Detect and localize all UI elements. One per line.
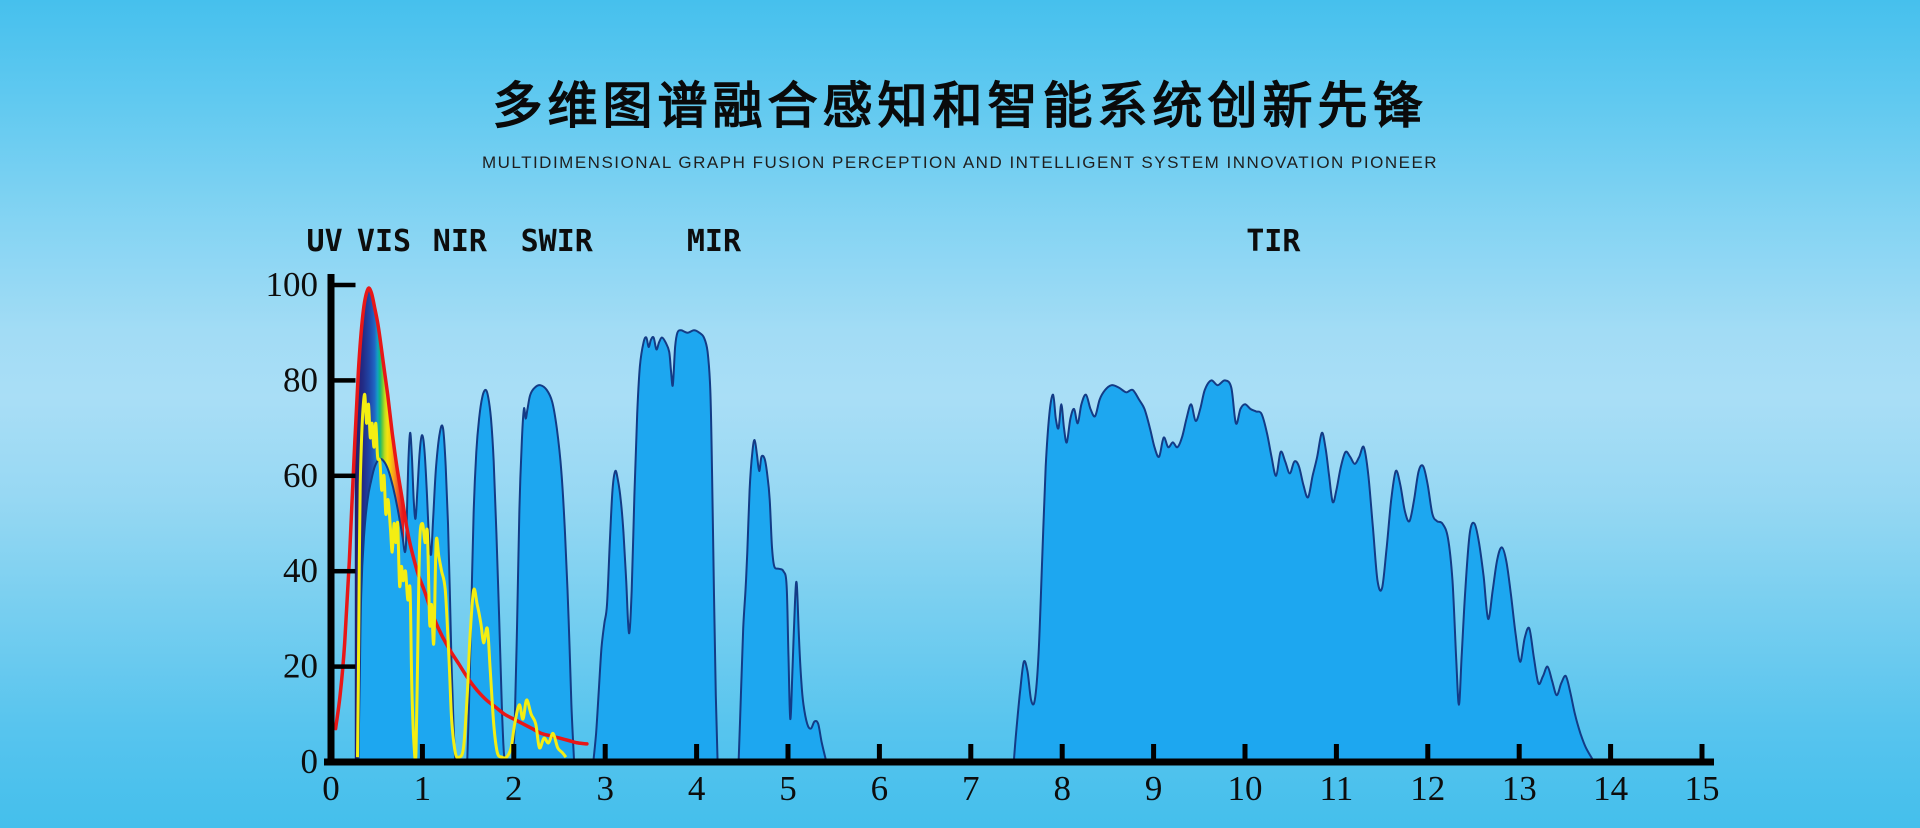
- y-tick-label: 20: [283, 647, 318, 686]
- y-tick-label: 0: [301, 742, 319, 781]
- y-tick-label: 100: [266, 265, 319, 304]
- x-tick: [694, 744, 700, 759]
- y-tick: [334, 282, 356, 288]
- x-tick-label: 12: [1410, 769, 1445, 808]
- band-label-tir: TIR: [1246, 224, 1301, 259]
- x-tick: [1608, 744, 1614, 759]
- y-tick: [334, 378, 356, 383]
- x-tick-label: 15: [1685, 769, 1720, 808]
- y-tick: [334, 568, 356, 574]
- x-tick-label: 3: [596, 769, 614, 808]
- x-tick-label: 10: [1228, 769, 1263, 808]
- y-tick-label: 60: [283, 456, 318, 495]
- x-tick-label: 11: [1320, 769, 1354, 808]
- x-axis: [324, 758, 1714, 766]
- y-tick: [334, 473, 356, 479]
- band-label-swir: SWIR: [521, 224, 594, 259]
- atmospheric-window-3: [511, 384, 576, 763]
- x-tick: [602, 744, 608, 759]
- x-tick: [1151, 744, 1157, 759]
- x-tick-label: 13: [1502, 769, 1537, 808]
- x-tick: [1425, 744, 1431, 759]
- x-tick-label: 6: [871, 769, 889, 808]
- x-tick: [876, 744, 882, 759]
- x-tick-label: 9: [1145, 769, 1163, 808]
- band-label-vis: VIS: [357, 224, 411, 259]
- atmospheric-window-5: [737, 438, 828, 763]
- x-tick: [1516, 744, 1522, 759]
- x-tick-label: 1: [414, 769, 432, 808]
- x-tick: [1699, 744, 1705, 759]
- x-tick: [968, 744, 974, 759]
- atmospheric-window-4: [592, 329, 719, 763]
- page-subtitle: MULTIDIMENSIONAL GRAPH FUSION PERCEPTION…: [481, 153, 1439, 172]
- x-tick: [419, 744, 425, 759]
- x-tick: [1333, 744, 1339, 759]
- x-tick: [1059, 744, 1065, 759]
- x-tick-label: 8: [1053, 769, 1071, 808]
- page-title: 多维图谱融合感知和智能系统创新先锋: [492, 77, 1428, 135]
- x-tick-label: 4: [688, 769, 706, 808]
- x-tick: [1242, 744, 1248, 759]
- band-label-nir: NIR: [433, 224, 488, 259]
- x-tick: [328, 744, 334, 759]
- y-axis: [327, 274, 335, 766]
- x-tick-label: 14: [1593, 769, 1628, 808]
- x-tick-label: 0: [322, 769, 340, 808]
- x-tick-label: 2: [505, 769, 523, 808]
- x-tick: [785, 744, 791, 759]
- y-tick-label: 40: [283, 551, 318, 590]
- atmospheric-window-2: [466, 388, 506, 763]
- atmospheric-window-6: [1012, 379, 1596, 763]
- y-tick: [334, 664, 356, 669]
- x-tick-label: 7: [962, 769, 980, 808]
- x-tick: [511, 744, 517, 759]
- y-tick-label: 80: [283, 360, 318, 399]
- band-label-mir: MIR: [687, 224, 742, 259]
- x-tick-label: 5: [779, 769, 797, 808]
- band-label-uv: UV: [307, 224, 343, 259]
